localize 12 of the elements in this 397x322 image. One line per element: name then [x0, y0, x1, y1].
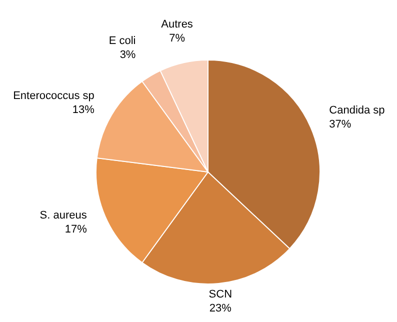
slice-label: Enterococcus sp — [13, 90, 94, 102]
slice-label: Autres — [161, 18, 194, 30]
data-label: 3% — [120, 48, 136, 61]
slice-label: E coli — [108, 34, 136, 47]
slice-label: SCN — [208, 288, 232, 300]
data-label: 17% — [64, 223, 88, 236]
data-label: 13% — [72, 104, 95, 116]
data-label: 37% — [329, 118, 352, 131]
slice-label: Candida sp — [329, 104, 385, 117]
data-label: 23% — [209, 302, 232, 314]
slice-label: S. aureus — [40, 209, 88, 222]
data-label: 7% — [169, 32, 186, 44]
